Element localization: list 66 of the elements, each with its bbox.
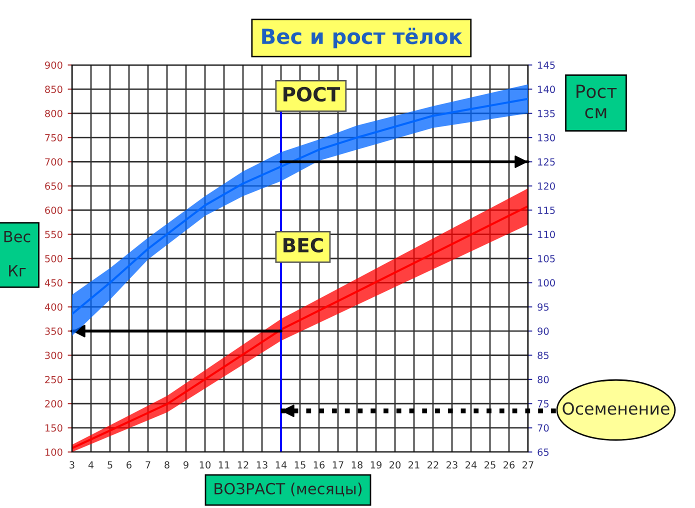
y-tick-label: 650 (45, 182, 62, 190)
x-tick-label: 14 (276, 461, 287, 468)
y2-tick-label: 80 (538, 376, 549, 384)
y2-tick-label: 85 (538, 352, 549, 360)
y-tick-label: 150 (45, 424, 62, 432)
y-tick-label: 600 (45, 206, 62, 214)
annotation: ВЕС (284, 238, 323, 253)
y-tick-label: 450 (44, 279, 62, 287)
y-tick-label: 750 (45, 134, 62, 142)
x-tick-label: 4 (88, 461, 94, 468)
y-tick-label: 250 (45, 376, 62, 384)
x-tick-label: 11 (218, 461, 230, 468)
x-tick-label: 15 (294, 461, 306, 469)
x-tick-label: 7 (146, 461, 150, 468)
text: Осеменение (562, 402, 670, 415)
x-tick-label: 5 (108, 461, 112, 469)
x-tick-label: 12 (238, 461, 248, 468)
y-tick-label: 850 (45, 86, 62, 94)
x-tick-label: 27 (522, 461, 534, 468)
x-tick-label: 18 (352, 461, 363, 469)
y-tick-label: 400 (44, 303, 62, 311)
y2-tick-label: 145 (538, 62, 555, 69)
y2-tick-label: 140 (538, 86, 555, 94)
chart-title: Вес и рост тёлок (262, 28, 462, 48)
y2-tick-label: 65 (538, 448, 549, 456)
y-tick-label: 100 (45, 448, 62, 456)
x-tick-label: 6 (126, 461, 132, 469)
y2-tick-label: 120 (538, 182, 555, 190)
y2-tick-label: 125 (538, 158, 555, 166)
x-tick-label: 8 (164, 461, 170, 469)
x-tick-label: 22 (428, 461, 438, 468)
y-tick-label: 550 (45, 230, 62, 238)
x-tick-label: 16 (314, 461, 325, 469)
y2-tick-label: 115 (538, 206, 555, 214)
y-tick-label: 700 (45, 158, 62, 166)
y2-tick-label: 130 (538, 134, 555, 142)
y2-tick-label: 105 (538, 254, 555, 262)
text: Вес Кг (4, 230, 30, 276)
y2-tick-label: 90 (538, 328, 549, 335)
y-tick-label: 300 (45, 352, 62, 360)
y-tick-label: 200 (45, 400, 62, 408)
x-tick-label: 25 (484, 461, 496, 469)
x-tick-label: 24 (466, 461, 477, 468)
y2-tick-label: 110 (538, 230, 555, 238)
y2-tick-label: 70 (538, 424, 549, 432)
x-tick-label: 26 (504, 461, 515, 469)
y-tick-label: 350 (45, 328, 62, 335)
x-tick-label: 20 (390, 461, 401, 469)
x-tick-label: 17 (332, 461, 344, 468)
y2-tick-label: 95 (538, 303, 549, 311)
annotation: РОСТ (284, 86, 340, 102)
x-tick-label: 21 (408, 461, 420, 468)
x-tick-label: 23 (446, 461, 458, 469)
y2-tick-label: 100 (538, 279, 555, 287)
y2-tick-label: 75 (538, 400, 549, 408)
x-axis-title: ВОЗРАСТ (месяцы) (214, 482, 362, 496)
y-tick-label: 900 (45, 61, 62, 69)
y-tick-label: 500 (45, 254, 62, 262)
y2-tick-label: 135 (538, 110, 555, 118)
x-tick-label: 19 (370, 461, 382, 469)
x-tick-label: 3 (70, 461, 74, 469)
x-tick-label: 10 (200, 461, 211, 469)
x-tick-label: 13 (256, 461, 268, 469)
x-tick-label: 9 (184, 461, 188, 469)
y-tick-label: 800 (45, 110, 62, 118)
y2-axis-title: Рост см (576, 84, 617, 118)
